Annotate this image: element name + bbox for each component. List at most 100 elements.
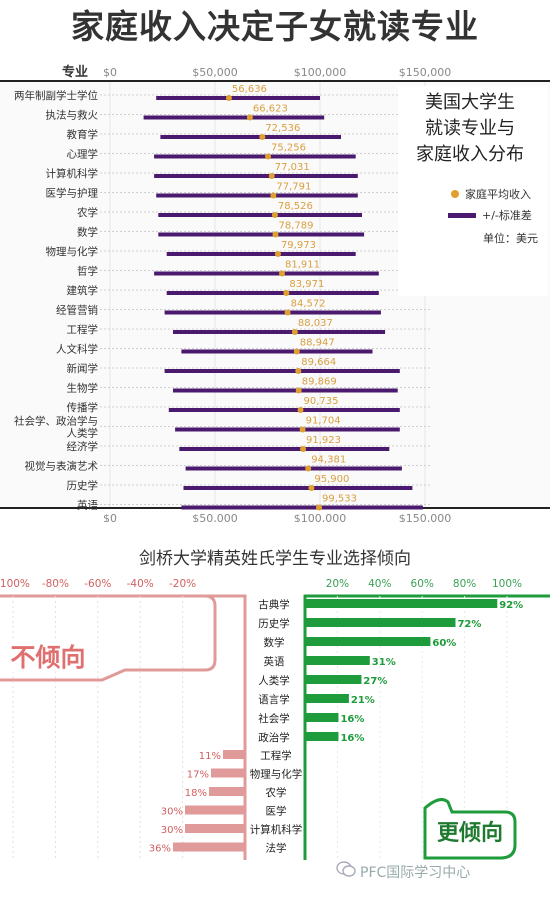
y-axis-label: 专业 [62, 64, 88, 80]
category-label: 执法与救火 [46, 109, 99, 122]
page-title: 家庭收入决定子女就读专业 [71, 7, 479, 46]
x-tick-label-top: $0 [103, 66, 117, 79]
sd-bar [166, 291, 379, 295]
pos-category-label: 社会学 [258, 712, 290, 725]
category-label: 人文科学 [56, 343, 98, 356]
mean-dot [300, 446, 307, 452]
neg-category-label: 工程学 [260, 749, 292, 762]
sd-bar [164, 369, 400, 373]
neg-tick-label: -80% [42, 578, 69, 590]
pos-bar [305, 675, 362, 684]
category-label: 教育学 [67, 128, 99, 141]
mean-dot [316, 504, 323, 511]
mean-value-label: 88,947 [300, 338, 335, 349]
category-label: 传播学 [67, 401, 99, 414]
pos-value-label: 21% [351, 695, 375, 706]
category-label: 物理与化学 [46, 245, 99, 258]
mean-value-label: 72,536 [265, 123, 300, 134]
mean-value-label: 78,526 [278, 201, 313, 212]
pos-bar [305, 637, 431, 646]
neg-tick-label: -100% [0, 578, 30, 590]
mean-dot [271, 212, 278, 218]
sd-bar [143, 115, 325, 120]
legend-box [398, 86, 548, 296]
pos-category-label: 历史学 [258, 617, 290, 630]
sd-bar [168, 408, 400, 412]
pos-category-label: 数学 [264, 636, 285, 649]
mean-dot [270, 192, 277, 199]
thumbs-up-outline [423, 798, 517, 860]
legend-sd-bar [448, 213, 476, 218]
mean-dot [259, 134, 266, 140]
pos-value-label: 16% [340, 733, 364, 744]
neg-value-label: 30% [161, 825, 183, 836]
mean-dot [283, 290, 290, 296]
category-label: 两年制副学士学位 [14, 89, 98, 102]
sd-bar [173, 330, 386, 334]
sd-bar [185, 466, 402, 471]
category-label: 医学与护理 [46, 187, 99, 200]
sd-bar [154, 271, 379, 276]
sd-bar [156, 193, 358, 198]
mean-value-label: 91,923 [306, 435, 341, 446]
category-label: 心理学 [67, 148, 99, 161]
mean-dot [295, 368, 302, 374]
mean-value-label: 89,664 [301, 357, 336, 368]
category-label: 建筑学 [67, 284, 99, 297]
pos-bar [305, 618, 456, 627]
legend-mean-dot [451, 190, 459, 198]
sd-bar [179, 447, 390, 451]
right-callout: 更倾向 [437, 820, 503, 846]
mean-value-label: 77,031 [275, 162, 310, 173]
neg-bar [185, 805, 245, 815]
legend-unit: 单位：美元 [483, 231, 538, 245]
neg-category-label: 农学 [266, 786, 287, 799]
pos-category-label: 英语 [264, 655, 285, 668]
left-callout-bg [8, 640, 90, 672]
mean-value-label: 77,791 [276, 182, 311, 193]
mean-dot [279, 270, 286, 277]
mean-value-label: 95,900 [314, 474, 349, 485]
x-tick-label-bottom: $0 [103, 512, 117, 522]
pos-value-label: 72% [457, 619, 481, 630]
x-tick-label-bottom: $150,000 [399, 512, 452, 522]
sd-bar [173, 388, 398, 393]
sd-bar [181, 505, 423, 510]
category-label: 农学 [77, 206, 98, 219]
mean-value-label: 56,636 [232, 84, 267, 95]
wechat-icon [336, 861, 356, 877]
neg-category-label: 物理与化学 [250, 768, 303, 781]
neg-bar [209, 787, 245, 796]
mean-value-label: 90,735 [304, 396, 339, 407]
neg-category-label: 医学 [266, 805, 287, 818]
pos-value-label: 27% [363, 676, 387, 687]
legend-title-line: 美国大学生 [425, 92, 515, 113]
income-chart: $0 $0 $50,000 $50,000 $100,000 $100,000 $150,0… [0, 64, 550, 522]
neg-value-label: 18% [185, 788, 207, 799]
pos-value-label: 60% [432, 638, 456, 649]
category-label: 社会学、政治学与 [14, 415, 98, 428]
neg-value-label: 17% [187, 770, 209, 781]
x-tick-label-bottom: $50,000 [192, 512, 238, 522]
neg-category-label: 计算机科学 [250, 823, 303, 836]
category-label: 经管营销 [56, 304, 98, 317]
mean-dot [284, 309, 291, 316]
pos-value-label: 92% [499, 600, 523, 611]
mean-value-label: 66,623 [253, 104, 288, 115]
neg-bar [223, 750, 245, 759]
mean-dot [305, 465, 312, 472]
mean-dot [274, 251, 281, 257]
mean-value-label: 75,256 [271, 143, 306, 154]
preference-chart-title: 剑桥大学精英姓氏学生专业选择倾向 [139, 549, 411, 569]
pos-bar [305, 694, 349, 703]
sd-bar [166, 252, 356, 256]
left-callout: 不倾向 [10, 643, 85, 672]
category-label: 计算机科学 [46, 167, 99, 180]
sd-bar [158, 232, 365, 237]
category-label: 新闻学 [67, 362, 99, 375]
pos-category-label: 人类学 [258, 674, 290, 687]
pos-tick-label: 100% [492, 578, 522, 590]
pos-bar [305, 732, 339, 741]
pos-category-label: 语言学 [258, 693, 290, 706]
mean-value-label: 81,911 [285, 260, 320, 271]
